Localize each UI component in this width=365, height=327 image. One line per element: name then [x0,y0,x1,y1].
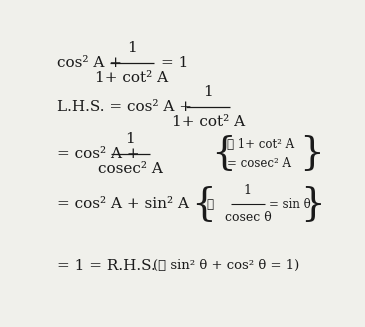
Text: {: { [191,186,216,223]
Text: = cos² A + sin² A: = cos² A + sin² A [57,197,189,211]
Text: (∴ sin² θ + cos² θ = 1): (∴ sin² θ + cos² θ = 1) [153,259,299,272]
Text: 1: 1 [126,132,135,146]
Text: ∴: ∴ [207,198,214,211]
Text: 1: 1 [127,41,137,55]
Text: L.H.S. = cos² A +: L.H.S. = cos² A + [57,100,197,114]
Text: }: } [300,135,324,172]
Text: = cosec² A: = cosec² A [227,157,291,170]
Text: cosec θ: cosec θ [224,211,271,224]
Text: 1: 1 [203,85,213,99]
Text: cos² A +: cos² A + [57,56,127,70]
Text: cosec² A: cosec² A [98,162,163,176]
Text: = cos² A +: = cos² A + [57,147,145,161]
Text: = 1 = R.H.S.: = 1 = R.H.S. [57,259,156,273]
Text: = 1: = 1 [161,56,188,70]
Text: }: } [300,186,325,223]
Text: 1: 1 [244,184,252,198]
Text: ∴ 1+ cot² A: ∴ 1+ cot² A [227,138,294,151]
Text: 1+ cot² A: 1+ cot² A [95,71,169,85]
Text: {: { [211,135,236,172]
Text: = sin θ: = sin θ [269,198,311,211]
Text: 1+ cot² A: 1+ cot² A [172,115,245,129]
